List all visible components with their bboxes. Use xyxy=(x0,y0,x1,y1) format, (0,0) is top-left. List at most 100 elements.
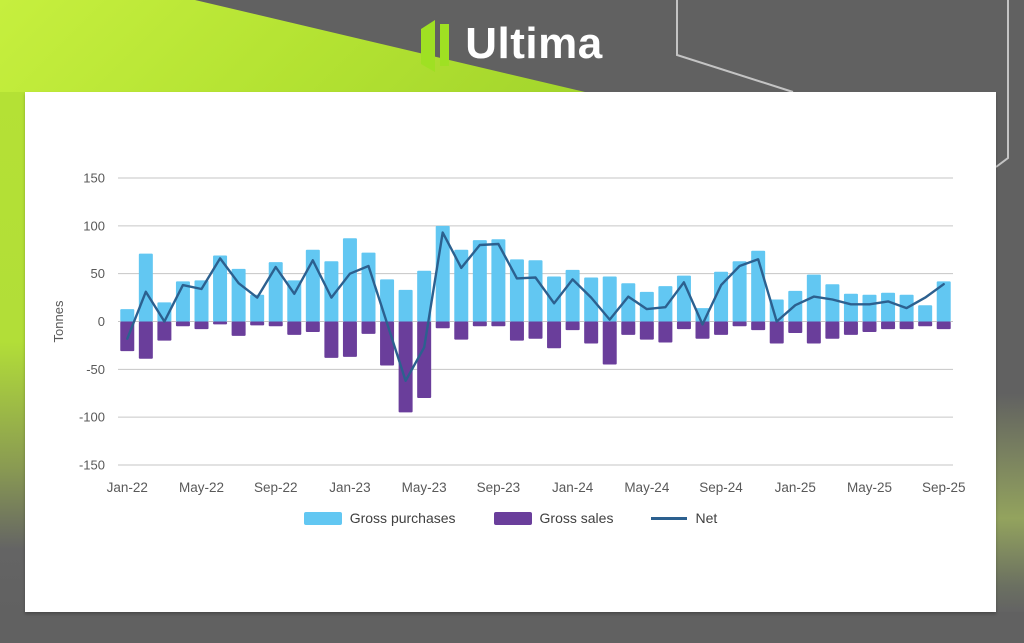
bar-gross-sales xyxy=(361,321,376,334)
bar-gross-sales xyxy=(806,321,821,344)
bar-gross-sales xyxy=(676,321,691,330)
legend-item-net: Net xyxy=(651,510,717,526)
brand-text: Ultima xyxy=(465,19,603,68)
bar-gross-sales xyxy=(881,321,896,330)
bar-gross-purchases xyxy=(918,305,933,322)
bar-gross-purchases xyxy=(250,294,265,322)
combo-chart: 150 100 50 0 -50 -100 -150 Tonnes Jan-22 May-22 Se… xyxy=(51,171,966,496)
x-axis-tick-label: May-25 xyxy=(847,480,892,495)
bar-gross-purchases xyxy=(380,279,395,322)
bar-gross-sales xyxy=(639,321,654,340)
bar-gross-sales xyxy=(751,321,766,331)
bar-gross-sales xyxy=(287,321,302,335)
y-axis-tick-label: -150 xyxy=(79,458,105,473)
bar-gross-sales xyxy=(602,321,617,365)
bar-gross-sales xyxy=(769,321,784,344)
bar-gross-sales xyxy=(342,321,357,357)
bar-gross-sales xyxy=(213,321,228,325)
bar-gross-purchases xyxy=(565,269,580,322)
bar-gross-sales xyxy=(695,321,710,339)
y-axis-tick-label: -100 xyxy=(79,410,105,425)
bar-gross-sales xyxy=(509,321,524,341)
bar-gross-purchases xyxy=(806,274,821,322)
bar-gross-sales xyxy=(528,321,543,339)
bar-gross-sales xyxy=(324,321,339,358)
brand-logo: Ultima xyxy=(0,14,1024,78)
legend-line-net xyxy=(651,516,688,520)
bar-gross-sales xyxy=(918,321,933,327)
header-bar: Ultima xyxy=(0,0,1024,92)
bar-gross-purchases xyxy=(194,280,209,322)
bar-gross-sales xyxy=(862,321,877,333)
legend-label: Net xyxy=(695,510,718,526)
bar-gross-sales xyxy=(305,321,320,333)
bar-gross-purchases xyxy=(862,294,877,322)
x-axis-tick-label: Jan-23 xyxy=(329,480,370,495)
bar-gross-sales xyxy=(157,321,172,341)
bar-gross-purchases xyxy=(547,276,562,322)
bar-gross-purchases xyxy=(231,268,246,322)
x-axis-tick-label: Sep-24 xyxy=(699,480,743,495)
bar-gross-purchases xyxy=(528,260,543,322)
bar-gross-sales xyxy=(398,321,413,413)
bar-gross-sales xyxy=(138,321,153,359)
x-axis-tick-label: Sep-23 xyxy=(477,480,521,495)
y-axis-tick-label: 150 xyxy=(83,171,105,186)
bar-gross-sales xyxy=(621,321,636,335)
bar-gross-purchases xyxy=(509,259,524,322)
legend-swatch-gross-purchases xyxy=(303,511,342,525)
x-axis-tick-label: Jan-22 xyxy=(107,480,148,495)
bar-gross-purchases xyxy=(881,292,896,322)
bar-gross-sales xyxy=(936,321,951,330)
bar-gross-sales xyxy=(231,321,246,336)
bar-gross-purchases xyxy=(342,238,357,322)
bar-gross-sales xyxy=(491,321,506,327)
bar-gross-purchases xyxy=(732,261,747,322)
bar-gross-sales xyxy=(175,321,190,327)
bar-gross-sales xyxy=(658,321,673,343)
bar-gross-sales xyxy=(788,321,803,333)
bar-gross-purchases xyxy=(417,270,432,322)
bar-gross-purchases xyxy=(398,289,413,322)
bar-gross-sales xyxy=(194,321,209,330)
bar-gross-purchases xyxy=(714,271,729,322)
bar-gross-sales xyxy=(732,321,747,327)
bar-gross-purchases xyxy=(361,252,376,322)
bar-gross-sales xyxy=(417,321,432,399)
bar-gross-sales xyxy=(380,321,395,366)
bar-gross-sales xyxy=(899,321,914,330)
bar-gross-sales xyxy=(843,321,858,335)
bar-gross-purchases xyxy=(268,262,283,322)
y-axis-tick-label: 0 xyxy=(98,314,105,329)
bar-gross-sales xyxy=(565,321,580,331)
bar-gross-purchases xyxy=(825,284,840,322)
bar-gross-sales xyxy=(435,321,450,329)
y-axis-tick-label: -50 xyxy=(86,362,105,377)
x-axis-tick-label: May-22 xyxy=(179,480,224,495)
y-axis-title: Tonnes xyxy=(51,300,66,342)
x-axis-tick-label: May-23 xyxy=(402,480,447,495)
net-line xyxy=(126,231,945,382)
chart-legend: Gross purchases Gross sales Net xyxy=(25,510,996,526)
legend-label: Gross sales xyxy=(539,510,614,526)
legend-swatch-gross-sales xyxy=(493,511,532,525)
bar-gross-purchases xyxy=(769,299,784,322)
x-axis-tick-label: Sep-25 xyxy=(922,480,966,495)
bar-gross-purchases xyxy=(324,261,339,322)
left-edge-gradient-strip xyxy=(0,92,25,612)
x-axis-tick-label: Sep-22 xyxy=(254,480,298,495)
y-axis-tick-label: 50 xyxy=(91,266,105,281)
chart-card: 150 100 50 0 -50 -100 -150 Tonnes Jan-22 May-22 Se… xyxy=(25,92,996,612)
bar-gross-purchases xyxy=(491,239,506,322)
bar-gross-purchases xyxy=(138,253,153,322)
y-axis-tick-label: 100 xyxy=(83,218,105,233)
x-axis-tick-label: Jan-25 xyxy=(775,480,816,495)
legend-label: Gross purchases xyxy=(349,510,456,526)
x-axis-tick-label: May-24 xyxy=(624,480,670,495)
bar-gross-purchases xyxy=(658,286,673,322)
bar-gross-sales xyxy=(472,321,487,327)
bar-gross-purchases xyxy=(120,309,135,322)
bar-gross-sales xyxy=(825,321,840,339)
bar-gross-sales xyxy=(547,321,562,349)
